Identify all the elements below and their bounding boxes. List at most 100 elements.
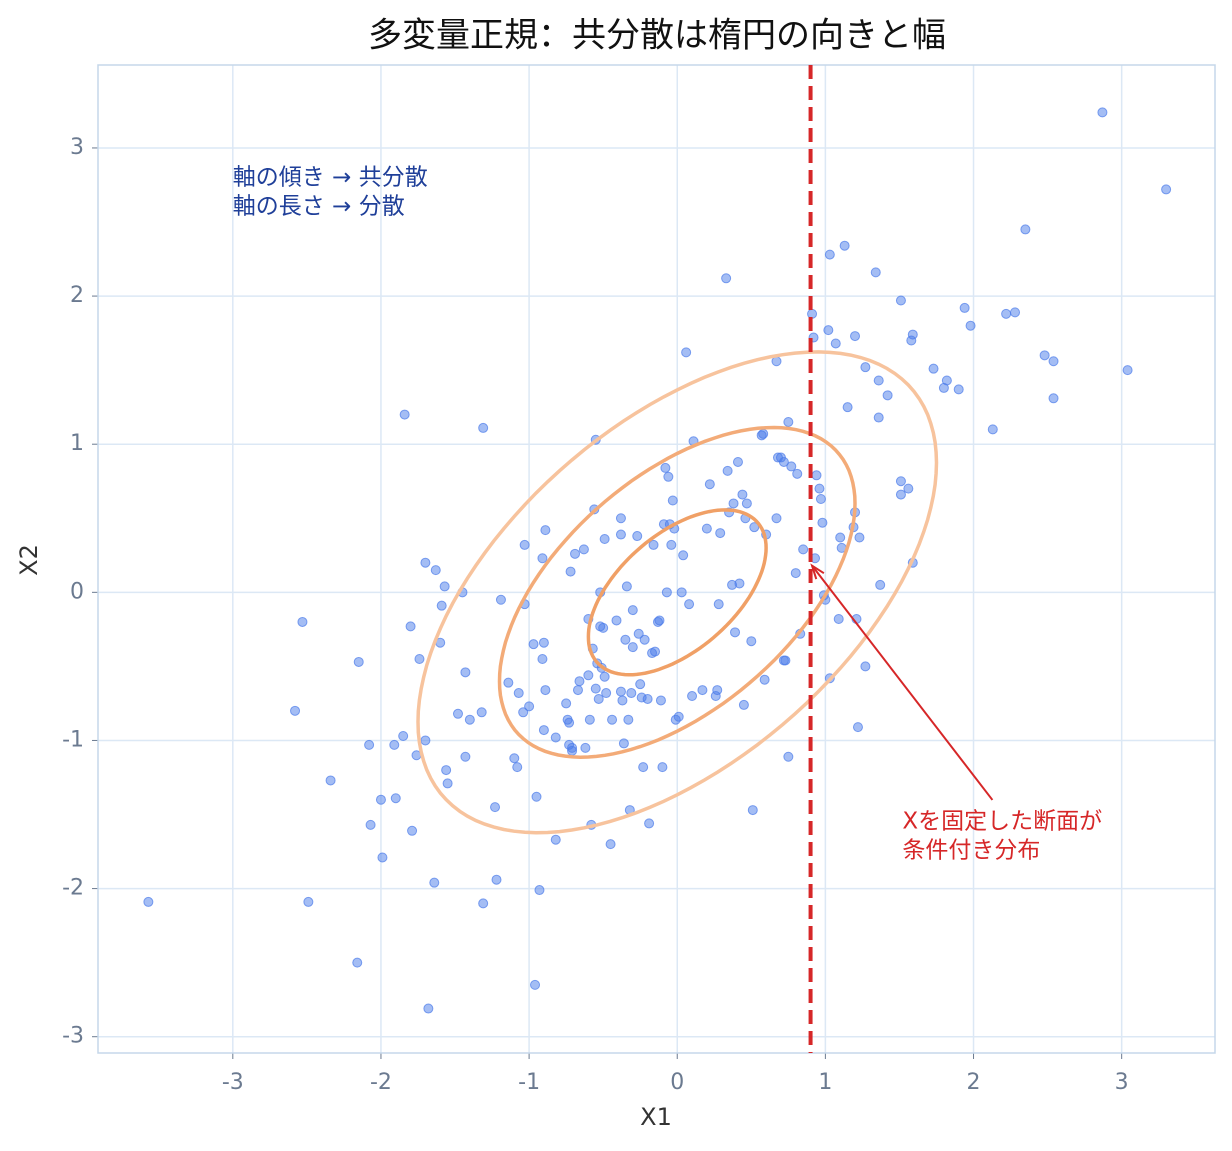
point — [611, 615, 622, 626]
point — [513, 688, 524, 699]
point — [420, 735, 431, 746]
point — [407, 825, 418, 836]
point — [657, 762, 668, 773]
point — [660, 462, 671, 473]
point — [839, 240, 850, 251]
point — [635, 679, 646, 690]
point — [697, 685, 708, 696]
x-tick-label: 0 — [670, 1070, 684, 1095]
point — [578, 544, 589, 555]
point — [666, 539, 677, 550]
point — [895, 476, 906, 487]
point — [538, 725, 549, 736]
point — [491, 874, 502, 885]
point — [1048, 356, 1059, 367]
y-tick-label: 0 — [70, 579, 84, 604]
point — [842, 402, 853, 413]
point — [599, 671, 610, 682]
point — [673, 711, 684, 722]
point — [297, 616, 308, 627]
point — [817, 517, 828, 528]
point — [783, 751, 794, 762]
point — [1122, 365, 1133, 376]
point — [530, 979, 541, 990]
point — [746, 636, 757, 647]
point — [605, 839, 616, 850]
point — [790, 568, 801, 579]
point — [618, 738, 629, 749]
note-text: 軸の傾き → 共分散 — [233, 164, 428, 190]
point — [389, 739, 400, 750]
point — [661, 587, 672, 598]
point — [749, 522, 760, 533]
point — [663, 471, 674, 482]
point — [550, 834, 561, 845]
point — [377, 852, 388, 863]
x-tick-label: -1 — [518, 1070, 540, 1095]
point — [1020, 224, 1031, 235]
point — [870, 267, 881, 278]
point — [615, 529, 626, 540]
point — [638, 762, 649, 773]
point — [423, 1003, 434, 1014]
contour-ellipse — [497, 425, 857, 759]
point — [824, 249, 835, 260]
y-axis-label: X2 — [15, 544, 43, 576]
point — [567, 742, 578, 753]
point — [676, 587, 687, 598]
point — [728, 498, 739, 509]
point — [540, 685, 551, 696]
point — [495, 594, 506, 605]
point — [941, 375, 952, 386]
point — [737, 489, 748, 500]
point — [655, 695, 666, 706]
point — [713, 599, 724, 610]
point — [414, 653, 425, 664]
point — [460, 667, 471, 678]
point — [1097, 107, 1108, 118]
point — [701, 523, 712, 534]
point — [734, 578, 745, 589]
y-tick-label: -3 — [62, 1024, 84, 1049]
point — [687, 691, 698, 702]
point — [722, 465, 733, 476]
point — [490, 802, 501, 813]
point — [583, 670, 594, 681]
point — [565, 566, 576, 577]
point — [512, 762, 523, 773]
x-tick-label: 3 — [1115, 1070, 1129, 1095]
point — [531, 791, 542, 802]
point — [895, 295, 906, 306]
point — [621, 581, 632, 592]
point — [798, 544, 809, 555]
point — [759, 674, 770, 685]
point — [644, 818, 655, 829]
y-tick-label: -2 — [62, 876, 84, 901]
point — [778, 456, 789, 467]
point — [1161, 184, 1172, 195]
point — [405, 621, 416, 632]
point — [390, 793, 401, 804]
annotation-arrow — [811, 565, 994, 801]
point — [627, 605, 638, 616]
point — [620, 634, 631, 645]
point — [626, 688, 637, 699]
point — [732, 456, 743, 467]
point — [524, 701, 535, 712]
point — [642, 693, 653, 704]
point — [598, 622, 609, 633]
point — [534, 885, 545, 896]
point — [741, 498, 752, 509]
point — [325, 775, 336, 786]
point — [584, 714, 595, 725]
point — [353, 656, 364, 667]
point — [811, 470, 822, 481]
point — [442, 778, 453, 789]
point — [503, 677, 514, 688]
point — [783, 416, 794, 427]
point — [873, 375, 884, 386]
point — [430, 565, 441, 576]
point — [365, 819, 376, 830]
point — [601, 688, 612, 699]
